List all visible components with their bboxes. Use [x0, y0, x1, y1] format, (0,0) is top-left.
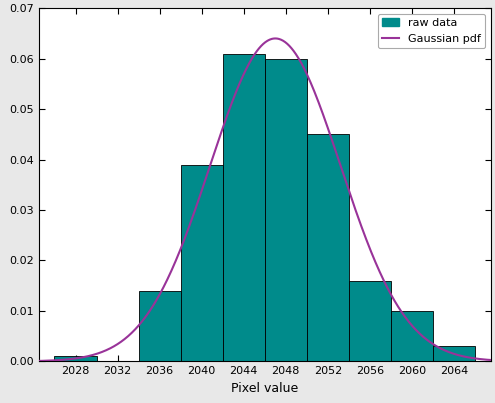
Bar: [181, 164, 223, 361]
Bar: [223, 54, 265, 361]
Bar: [54, 356, 97, 361]
Bar: [349, 280, 391, 361]
Bar: [265, 58, 307, 361]
Legend: raw data, Gaussian pdf: raw data, Gaussian pdf: [378, 14, 485, 48]
X-axis label: Pixel value: Pixel value: [231, 382, 298, 395]
Bar: [391, 311, 433, 361]
Bar: [307, 134, 349, 361]
Bar: [433, 346, 475, 361]
Bar: [139, 291, 181, 361]
